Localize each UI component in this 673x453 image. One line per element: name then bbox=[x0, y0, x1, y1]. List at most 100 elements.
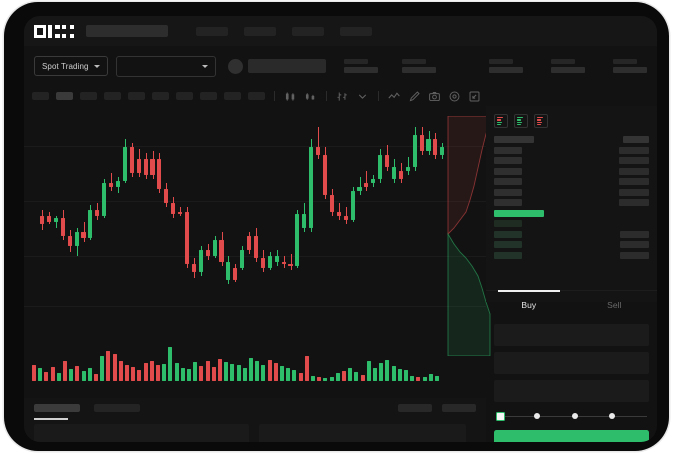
heikin-ashi-icon[interactable] bbox=[304, 90, 317, 103]
candle-body bbox=[143, 159, 148, 176]
tab-sell[interactable]: Sell bbox=[607, 299, 622, 310]
bid-row[interactable] bbox=[494, 251, 649, 259]
orders-tab-1[interactable] bbox=[94, 404, 140, 412]
timeframe-2[interactable] bbox=[80, 92, 97, 100]
order-price bbox=[494, 241, 522, 248]
orders-action-0[interactable] bbox=[398, 404, 432, 412]
ask-row[interactable] bbox=[494, 188, 649, 196]
candle-wick bbox=[345, 207, 347, 224]
timeframe-5[interactable] bbox=[152, 92, 169, 100]
volume-bar bbox=[205, 361, 210, 381]
order-amount bbox=[620, 230, 649, 238]
candle-wick bbox=[180, 207, 182, 216]
volume-bar bbox=[125, 364, 129, 381]
okx-logo-icon[interactable] bbox=[34, 24, 74, 38]
toolbar-divider bbox=[326, 91, 327, 101]
volume-bar bbox=[242, 367, 247, 381]
total-field[interactable] bbox=[494, 380, 649, 402]
pair-dropdown[interactable] bbox=[115, 55, 216, 77]
bid-row[interactable] bbox=[494, 230, 649, 238]
fullscreen-icon[interactable] bbox=[468, 90, 481, 103]
candle-body bbox=[129, 147, 134, 174]
orders-tab-0[interactable] bbox=[34, 404, 80, 412]
candle-body bbox=[433, 139, 438, 156]
timeframe-3[interactable] bbox=[104, 92, 121, 100]
volume-bar bbox=[348, 368, 353, 381]
volume-bar bbox=[236, 364, 241, 381]
settings-gear-icon[interactable] bbox=[448, 90, 461, 103]
timeframe-6[interactable] bbox=[176, 92, 193, 100]
volume-bar bbox=[143, 363, 148, 381]
bar-chart-icon[interactable] bbox=[336, 90, 349, 103]
logo-letter-x bbox=[62, 24, 74, 38]
slider-step-50[interactable] bbox=[571, 413, 578, 419]
nav-item-2[interactable] bbox=[292, 26, 324, 36]
volume-bar bbox=[224, 362, 229, 381]
ask-row[interactable] bbox=[494, 167, 649, 175]
slider-handle[interactable] bbox=[496, 412, 505, 421]
volume-bar bbox=[404, 370, 408, 381]
candle-body bbox=[74, 231, 79, 246]
candlestick-icon[interactable] bbox=[284, 90, 297, 103]
candle-body bbox=[274, 255, 279, 262]
depth-both-icon[interactable] bbox=[494, 114, 508, 128]
slider-step-25[interactable] bbox=[533, 413, 540, 419]
candle-wick bbox=[366, 171, 368, 192]
ask-row[interactable] bbox=[494, 157, 649, 164]
volume-bar bbox=[63, 361, 67, 381]
bid-row[interactable] bbox=[494, 241, 649, 248]
depth-sell-icon[interactable] bbox=[534, 114, 548, 128]
ask-row[interactable] bbox=[494, 199, 649, 206]
volume-bar bbox=[193, 362, 198, 381]
order-price bbox=[494, 178, 522, 185]
tab-buy[interactable]: Buy bbox=[486, 290, 572, 318]
search-input[interactable] bbox=[86, 25, 168, 37]
depth-buy-icon[interactable] bbox=[514, 114, 528, 128]
timeframe-4[interactable] bbox=[128, 92, 145, 100]
timeframe-1[interactable] bbox=[56, 92, 73, 100]
volume-bar bbox=[174, 363, 179, 381]
candle-body bbox=[288, 263, 293, 266]
candle-body bbox=[247, 235, 252, 250]
volume-bar bbox=[199, 365, 204, 381]
amount-slider[interactable] bbox=[496, 412, 647, 422]
timeframe-8[interactable] bbox=[224, 92, 241, 100]
order-price bbox=[494, 157, 522, 164]
nav-item-1[interactable] bbox=[244, 26, 276, 36]
slider-step-75[interactable] bbox=[609, 413, 616, 419]
orders-action-1[interactable] bbox=[442, 404, 476, 412]
ask-row[interactable] bbox=[494, 146, 649, 154]
tablet-screen: Spot Trading bbox=[24, 16, 657, 442]
pencil-icon[interactable] bbox=[408, 90, 421, 103]
timeframe-9[interactable] bbox=[248, 92, 265, 100]
bid-row[interactable] bbox=[494, 220, 649, 227]
candle-body bbox=[81, 231, 86, 238]
candle-body bbox=[240, 249, 245, 268]
order-price bbox=[494, 230, 522, 238]
nav-item-0[interactable] bbox=[196, 26, 228, 36]
volume-bar bbox=[156, 364, 160, 381]
amount-field[interactable] bbox=[494, 352, 649, 374]
submit-order-button[interactable] bbox=[494, 430, 649, 442]
timeframe-0[interactable] bbox=[32, 92, 49, 100]
volume-bar bbox=[69, 369, 74, 381]
toolbar-divider bbox=[378, 91, 379, 101]
price-field[interactable] bbox=[494, 324, 649, 346]
nav-item-3[interactable] bbox=[340, 26, 372, 36]
ask-row[interactable] bbox=[494, 178, 649, 185]
active-tab-indicator bbox=[34, 418, 68, 420]
chevron-down-icon[interactable] bbox=[356, 90, 369, 103]
timeframe-7[interactable] bbox=[200, 92, 217, 100]
current-price-row[interactable] bbox=[494, 209, 649, 217]
trading-mode-selector[interactable]: Spot Trading bbox=[34, 56, 108, 76]
camera-icon[interactable] bbox=[428, 90, 441, 103]
price-chart[interactable] bbox=[24, 106, 491, 398]
volume-bar bbox=[354, 372, 359, 381]
line-chart-icon[interactable] bbox=[388, 90, 401, 103]
header-nav bbox=[196, 26, 372, 36]
order-book[interactable] bbox=[486, 106, 657, 302]
candle-body bbox=[267, 255, 272, 268]
stat-label bbox=[401, 59, 426, 64]
volume-bar bbox=[267, 359, 272, 381]
candle-wick bbox=[318, 127, 320, 160]
